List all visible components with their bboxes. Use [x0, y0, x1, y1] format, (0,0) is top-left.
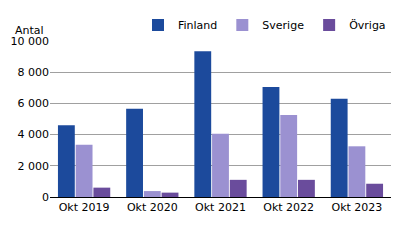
- svg-text:Okt 2023: Okt 2023: [331, 201, 382, 214]
- svg-text:0: 0: [42, 191, 49, 204]
- svg-text:Övriga: Övriga: [349, 19, 385, 32]
- svg-text:4 000: 4 000: [18, 128, 50, 141]
- svg-text:6 000: 6 000: [18, 97, 50, 110]
- svg-text:10 000: 10 000: [11, 35, 50, 48]
- svg-text:8 000: 8 000: [18, 66, 50, 79]
- svg-text:Okt 2019: Okt 2019: [59, 201, 110, 214]
- svg-text:Finland: Finland: [178, 19, 217, 32]
- svg-text:Okt 2020: Okt 2020: [127, 201, 178, 214]
- svg-text:Sverige: Sverige: [262, 19, 304, 32]
- svg-text:Antal: Antal: [15, 24, 44, 37]
- svg-text:2 000: 2 000: [18, 160, 50, 173]
- svg-text:Okt 2021: Okt 2021: [195, 201, 246, 214]
- svg-text:Okt 2022: Okt 2022: [263, 201, 314, 214]
